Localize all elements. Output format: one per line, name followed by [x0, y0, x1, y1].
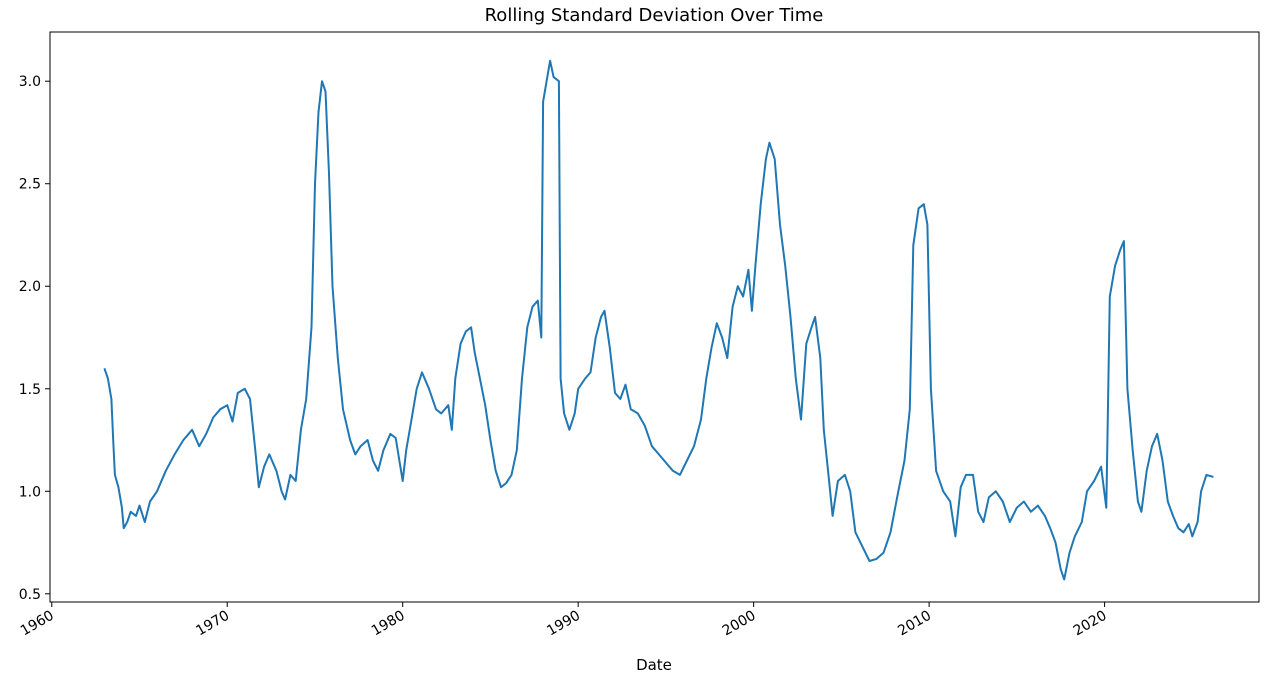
y-axis: 0.5 1.0 1.5 2.0 2.5 3.0	[19, 74, 50, 603]
y-tick-label: 1.5	[19, 382, 41, 398]
series-line	[103, 59, 1214, 581]
x-axis-label: Date	[636, 656, 672, 674]
plot-area	[49, 31, 1260, 603]
y-tick-label: 2.0	[19, 279, 41, 295]
y-tick-label: 3.0	[19, 74, 41, 90]
y-tick-label: 0.5	[19, 587, 41, 603]
y-tick-label: 1.0	[19, 484, 41, 500]
chart-title: Rolling Standard Deviation Over Time	[485, 5, 824, 26]
y-tick-label: 2.5	[19, 177, 41, 193]
